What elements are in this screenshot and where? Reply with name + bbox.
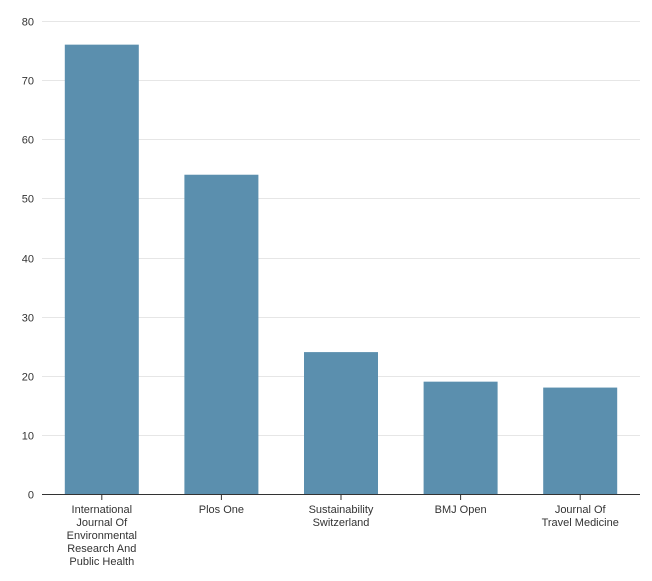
bar	[64, 44, 139, 495]
y-tick-label: 60	[22, 135, 34, 147]
y-tick-label: 0	[28, 490, 34, 502]
x-axis: International Journal Of Environmental Rese…	[42, 494, 640, 568]
y-tick-label: 70	[22, 76, 34, 88]
y-tick-label: 20	[22, 372, 34, 384]
x-tick-label: Plos One	[199, 504, 244, 516]
x-tick-label: International Journal Of Environmental Rese…	[67, 504, 137, 568]
bar	[423, 381, 498, 494]
y-tick-label: 30	[22, 313, 34, 325]
x-tick-label: BMJ Open	[435, 504, 487, 516]
y-tick-label: 50	[22, 194, 34, 206]
bars	[64, 44, 618, 495]
x-tick-label: Journal Of Travel Medicine	[542, 504, 619, 529]
y-tick-label: 80	[22, 17, 34, 29]
y-tick-label: 10	[22, 431, 34, 443]
bar	[184, 174, 259, 494]
grid-lines	[42, 21, 640, 436]
bar	[543, 387, 618, 494]
x-tick-label: Sustainability Switzerland	[309, 504, 374, 529]
bar	[304, 352, 378, 494]
y-tick-label: 40	[22, 254, 34, 266]
y-axis: 0 10 20 30 40 50 60 70 80	[22, 17, 34, 502]
